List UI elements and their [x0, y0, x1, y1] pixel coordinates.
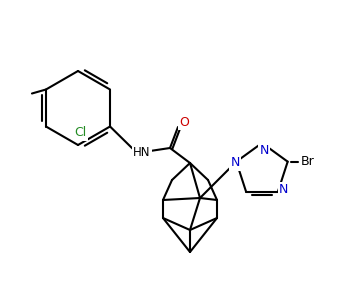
Text: Cl: Cl	[74, 126, 86, 140]
Text: N: N	[279, 183, 289, 196]
Text: Br: Br	[301, 155, 314, 168]
Text: HN: HN	[133, 145, 151, 159]
Text: N: N	[259, 143, 269, 157]
Text: N: N	[231, 156, 240, 169]
Text: O: O	[179, 116, 189, 128]
